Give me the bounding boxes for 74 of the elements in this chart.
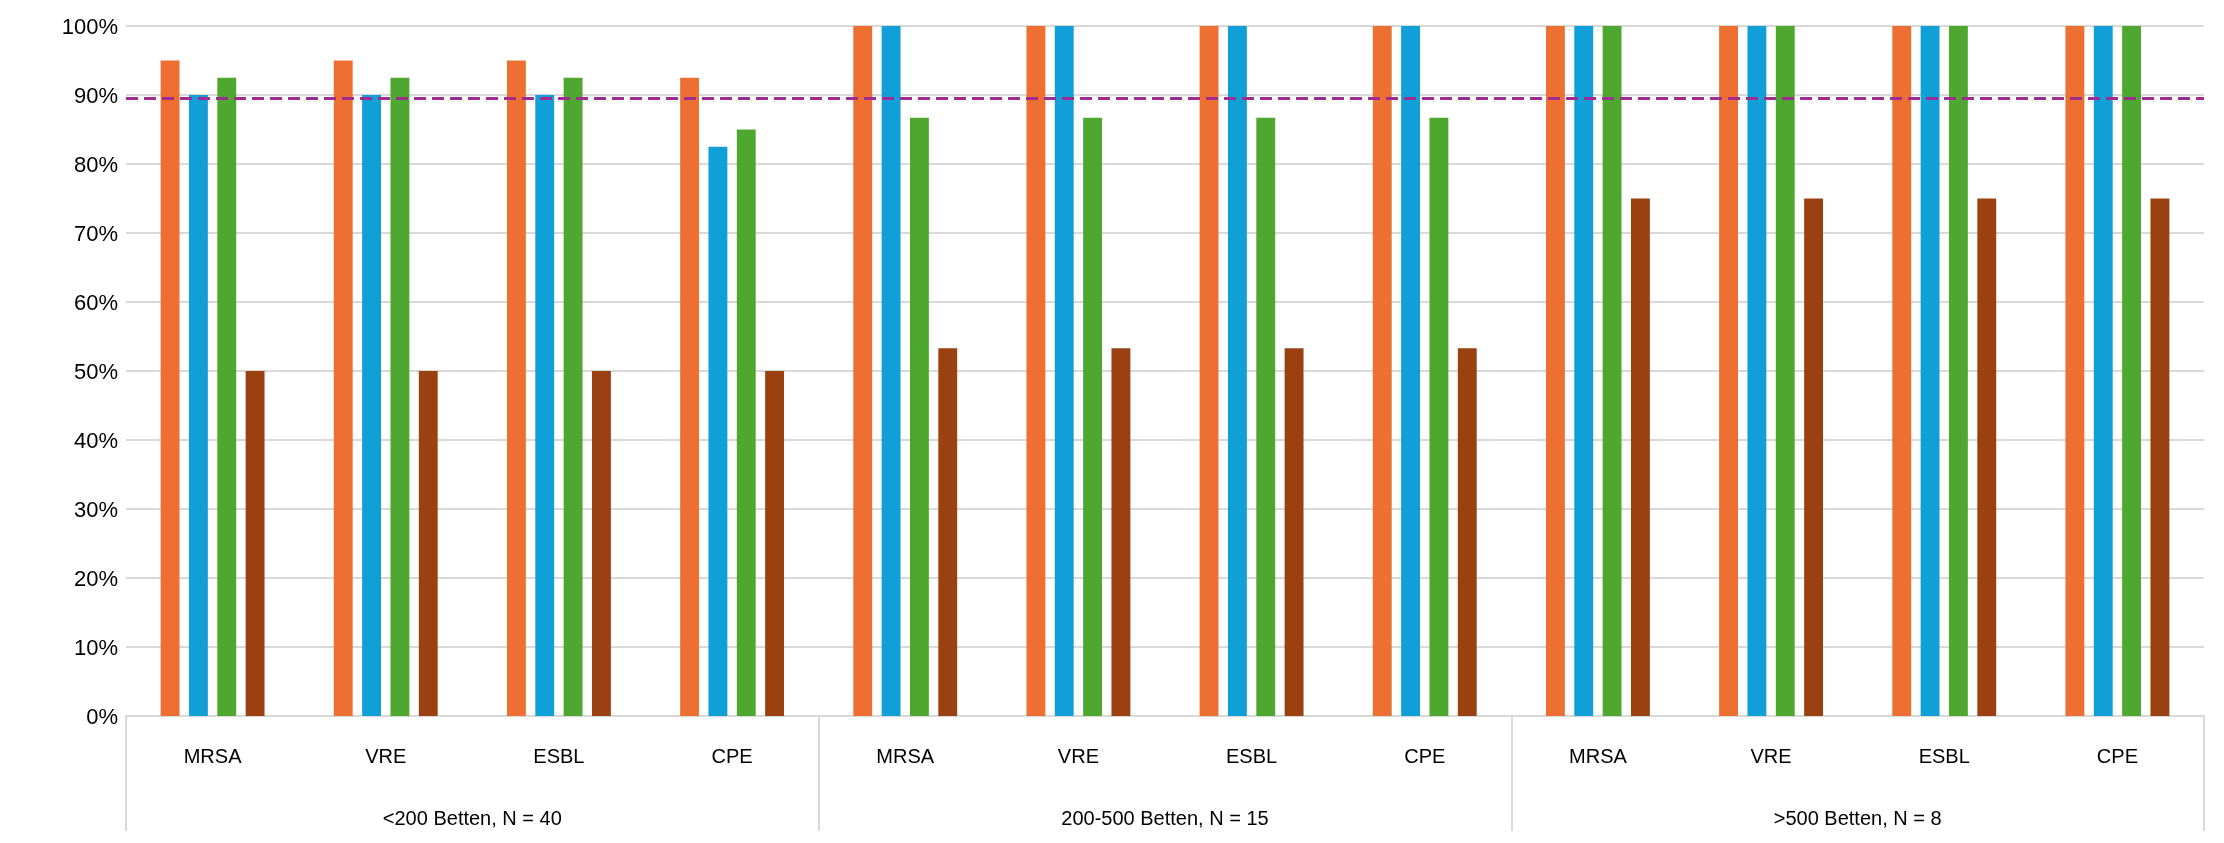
x-tick-label: CPE [711,745,753,767]
bar [591,371,611,716]
bar [1457,348,1477,716]
bar [333,60,353,716]
bar [1948,26,1968,716]
bar [1284,348,1304,716]
bar [1747,26,1767,716]
bar [1630,198,1650,716]
x-tick-label: MRSA [1569,745,1628,767]
bar [1892,26,1912,716]
y-tick-label: 50% [73,358,118,384]
bar [1111,348,1131,716]
y-tick-label: 0% [86,703,118,729]
y-tick-label: 60% [73,289,118,315]
bar [909,117,929,716]
x-tick-label: ESBL [1918,745,1970,767]
x-tick-label: VRE [1750,745,1792,767]
bar [1256,117,1276,716]
y-tick-label: 20% [73,565,118,591]
text: <200 Betten, N = 40 [382,807,562,829]
y-tick-label: 70% [73,220,118,246]
bar [1054,26,1074,716]
bar [1775,26,1795,716]
bar [1083,117,1103,716]
x-tick-label: MRSA [876,745,935,767]
y-tick-label: 90% [73,82,118,108]
bar [1804,198,1824,716]
x-tick-label: VRE [365,745,407,767]
bar [418,371,438,716]
bar [2122,26,2142,716]
bar [1199,26,1219,716]
x-tick-label: CPE [1404,745,1446,767]
bar [1227,26,1247,716]
bar [2065,26,2085,716]
y-tick-label: 80% [73,151,118,177]
bar [1372,26,1392,716]
bar [563,77,583,716]
bar [938,348,958,716]
y-tick-label: 30% [73,496,118,522]
bar [736,129,756,716]
bar [160,60,180,716]
bar [680,77,700,716]
bar [188,95,208,716]
bar [1545,26,1565,716]
bar [1026,26,1046,716]
y-tick-label: 100% [61,13,118,39]
y-tick-label: 10% [73,634,118,660]
bar [1920,26,1940,716]
bar [1602,26,1622,716]
bar [1429,117,1449,716]
bar [881,26,901,716]
bar [1977,198,1997,716]
x-tick-label: VRE [1057,745,1099,767]
y-tick-label: 40% [73,427,118,453]
x-tick-label: ESBL [1226,745,1278,767]
bar [245,371,265,716]
bar [1719,26,1739,716]
bar [708,146,728,716]
bar [765,371,785,716]
bar [506,60,526,716]
bar [2150,198,2170,716]
bar [2093,26,2113,716]
x-tick-label: CPE [2096,745,2138,767]
text: 200-500 Betten, N = 15 [1061,807,1269,829]
bar [217,77,237,716]
text: >500 Betten, N = 8 [1773,807,1942,829]
bar [535,95,555,716]
bar [1574,26,1594,716]
bar [1401,26,1421,716]
x-tick-label: MRSA [183,745,243,767]
bar [853,26,873,716]
bar [390,77,410,716]
x-tick-label: ESBL [533,745,585,767]
bar [362,95,382,716]
